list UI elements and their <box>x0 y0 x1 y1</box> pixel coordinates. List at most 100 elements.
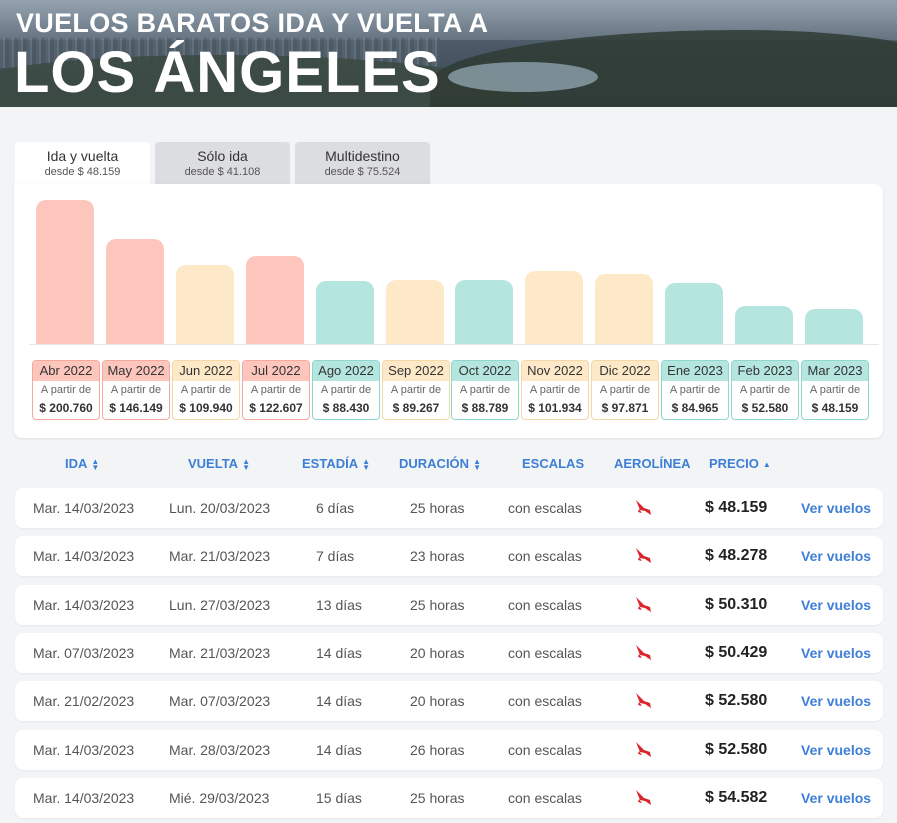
chart-bar[interactable] <box>106 239 164 344</box>
chart-bar[interactable] <box>805 309 863 344</box>
tab-ida-y-vuelta[interactable]: Ida y vuelta desde $ 48.159 <box>15 142 150 184</box>
month-label: Sep 2022 <box>383 361 449 381</box>
from-label: A partir de <box>250 384 302 396</box>
month-card[interactable]: Mar 2023 A partir de $ 48.159 <box>801 360 869 420</box>
view-flights-link[interactable]: Ver vuelos <box>801 500 872 516</box>
sort-duracion[interactable]: DURACIÓN ▲ ▼ <box>399 456 481 471</box>
sort-vuelta[interactable]: VUELTA ▲ ▼ <box>188 456 250 471</box>
tab-label: Ida y vuelta <box>46 148 119 164</box>
month-price: $ 146.149 <box>109 401 163 415</box>
airline-logo-icon <box>636 548 651 563</box>
from-label: A partir de <box>599 384 651 396</box>
duration: 20 horas <box>410 645 465 661</box>
month-card[interactable]: Abr 2022 A partir de $ 200.760 <box>32 360 100 420</box>
month-price: $ 52.580 <box>741 401 789 415</box>
duration: 25 horas <box>410 500 465 516</box>
chart-bar[interactable] <box>316 281 374 344</box>
month-price: $ 89.267 <box>392 401 440 415</box>
sort-ida[interactable]: IDA ▲ ▼ <box>65 456 99 471</box>
from-label: A partir de <box>180 384 232 396</box>
month-card[interactable]: Nov 2022 A partir de $ 101.934 <box>521 360 589 420</box>
view-flights-link[interactable]: Ver vuelos <box>801 645 872 661</box>
chart-bar[interactable] <box>595 274 653 344</box>
price: $ 48.278 <box>705 547 768 564</box>
month-card[interactable]: Jul 2022 A partir de $ 122.607 <box>242 360 310 420</box>
tab-multidestino[interactable]: Multidestino desde $ 75.524 <box>295 142 430 184</box>
price-chart <box>14 184 883 344</box>
from-label: A partir de <box>669 384 721 396</box>
month-card[interactable]: Ago 2022 A partir de $ 88.430 <box>312 360 380 420</box>
hero-subtitle: VUELOS BARATOS IDA Y VUELTA A <box>16 8 489 38</box>
month-card[interactable]: Jun 2022 A partir de $ 109.940 <box>172 360 240 420</box>
departure-date: Mar. 14/03/2023 <box>33 500 135 516</box>
table-row[interactable]: Mar. 14/03/2023 Mar. 21/03/2023 7 días 23 h… <box>15 536 883 576</box>
chart-bar[interactable] <box>525 271 583 344</box>
view-flights-link[interactable]: Ver vuelos <box>801 742 872 758</box>
price: $ 50.310 <box>705 596 768 613</box>
stops: con escalas <box>508 742 582 758</box>
return-date: Mar. 21/03/2023 <box>169 548 271 564</box>
hero-banner: VUELOS BARATOS IDA Y VUELTA A LOS ÁNGELE… <box>0 0 897 107</box>
month-price: $ 48.159 <box>811 401 859 415</box>
price: $ 48.159 <box>705 499 768 516</box>
hero-title: LOS ÁNGELES <box>14 40 441 105</box>
stops: con escalas <box>508 597 582 613</box>
month-label: Ene 2023 <box>662 361 728 381</box>
chart-bar[interactable] <box>176 265 234 344</box>
chart-bar[interactable] <box>386 280 444 344</box>
header-label: ESTADÍA <box>302 456 359 471</box>
duration: 25 horas <box>410 597 465 613</box>
table-row[interactable]: Mar. 14/03/2023 Mar. 28/03/2023 14 días 26 … <box>15 730 883 770</box>
price: $ 50.429 <box>705 644 768 661</box>
month-label: Jul 2022 <box>243 361 309 381</box>
chart-bar[interactable] <box>455 280 513 344</box>
view-flights-link[interactable]: Ver vuelos <box>801 597 872 613</box>
chart-bar[interactable] <box>735 306 793 344</box>
header-label: DURACIÓN <box>399 456 470 471</box>
chart-bar[interactable] <box>246 256 304 344</box>
month-price: $ 84.965 <box>671 401 719 415</box>
chart-bar[interactable] <box>36 200 94 344</box>
stay-length: 13 días <box>316 597 362 613</box>
tab-label: Multidestino <box>325 148 400 164</box>
month-label: Ago 2022 <box>313 361 379 381</box>
table-row[interactable]: Mar. 21/02/2023 Mar. 07/03/2023 14 días 20 … <box>15 681 883 721</box>
return-date: Mar. 07/03/2023 <box>169 693 271 709</box>
tab-solo-ida[interactable]: Sólo ida desde $ 41.108 <box>155 142 290 184</box>
departure-date: Mar. 14/03/2023 <box>33 548 135 564</box>
table-row[interactable]: Mar. 14/03/2023 Lun. 27/03/2023 13 días 25 … <box>15 585 883 625</box>
month-label: Oct 2022 <box>452 361 518 381</box>
price: $ 52.580 <box>705 692 768 709</box>
month-card[interactable]: Oct 2022 A partir de $ 88.789 <box>451 360 519 420</box>
month-card[interactable]: Dic 2022 A partir de $ 97.871 <box>591 360 659 420</box>
tab-price: desde $ 48.159 <box>44 166 121 178</box>
table-row[interactable]: Mar. 14/03/2023 Lun. 20/03/2023 6 días 25 h… <box>15 488 883 528</box>
from-label: A partir de <box>529 384 581 396</box>
month-price: $ 88.430 <box>322 401 370 415</box>
sort-precio[interactable]: PRECIO ▲ <box>709 456 771 471</box>
duration: 25 horas <box>410 790 465 806</box>
month-card[interactable]: Feb 2023 A partir de $ 52.580 <box>731 360 799 420</box>
sort-estadia[interactable]: ESTADÍA ▲ ▼ <box>302 456 370 471</box>
month-card[interactable]: May 2022 A partir de $ 146.149 <box>102 360 170 420</box>
month-label: Nov 2022 <box>522 361 588 381</box>
duration: 23 horas <box>410 548 465 564</box>
airline-logo-icon <box>636 597 651 612</box>
chart-bar[interactable] <box>665 283 723 344</box>
header-label: VUELTA <box>188 456 239 471</box>
header-aerolinea: AEROLÍNEA <box>614 456 691 471</box>
month-card[interactable]: Sep 2022 A partir de $ 89.267 <box>382 360 450 420</box>
airline-logo-icon <box>636 500 651 515</box>
month-card[interactable]: Ene 2023 A partir de $ 84.965 <box>661 360 729 420</box>
stops: con escalas <box>508 790 582 806</box>
table-row[interactable]: Mar. 07/03/2023 Mar. 21/03/2023 14 días 20 … <box>15 633 883 673</box>
stay-length: 6 días <box>316 500 355 516</box>
table-row[interactable]: Mar. 14/03/2023 Mié. 29/03/2023 15 días 25 … <box>15 778 883 818</box>
stay-length: 14 días <box>316 645 362 661</box>
stops: con escalas <box>508 500 582 516</box>
view-flights-link[interactable]: Ver vuelos <box>801 548 872 564</box>
view-flights-link[interactable]: Ver vuelos <box>801 790 872 806</box>
from-label: A partir de <box>40 384 92 396</box>
view-flights-link[interactable]: Ver vuelos <box>801 693 872 709</box>
hero-lake <box>448 62 598 92</box>
